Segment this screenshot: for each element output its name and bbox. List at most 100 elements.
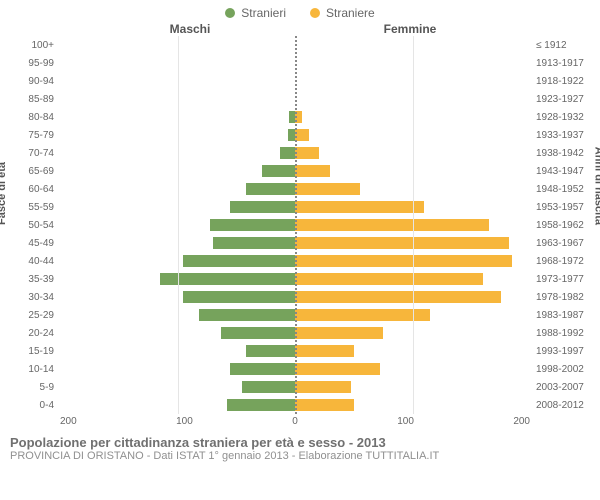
gridline xyxy=(413,36,414,414)
male-bar xyxy=(210,219,295,232)
y-axis-title-right: Anni di nascita xyxy=(592,147,600,225)
birth-year-label: 1938-1942 xyxy=(530,148,584,159)
plot: 100+≤ 191295-991913-191790-941918-192285… xyxy=(60,36,530,414)
birth-year-label: 1913-1917 xyxy=(530,58,584,69)
age-label: 65-69 xyxy=(28,166,60,177)
header-left: Maschi xyxy=(80,22,300,36)
female-bar xyxy=(295,363,380,376)
age-label: 5-9 xyxy=(40,382,60,393)
birth-year-label: 1918-1922 xyxy=(530,76,584,87)
birth-year-label: 1923-1927 xyxy=(530,94,584,105)
age-label: 30-34 xyxy=(28,292,60,303)
male-bar xyxy=(262,165,295,178)
birth-year-label: 1983-1987 xyxy=(530,310,584,321)
male-bar xyxy=(221,327,295,340)
x-tick: 200 xyxy=(513,416,530,427)
age-label: 20-24 xyxy=(28,328,60,339)
female-bar xyxy=(295,201,424,214)
age-label: 50-54 xyxy=(28,220,60,231)
birth-year-label: 1943-1947 xyxy=(530,166,584,177)
male-bar xyxy=(280,147,295,160)
male-bar xyxy=(288,129,295,142)
birth-year-label: 1993-1997 xyxy=(530,346,584,357)
gridline xyxy=(178,36,179,414)
age-label: 40-44 xyxy=(28,256,60,267)
legend-label-male: Stranieri xyxy=(241,6,286,20)
age-label: 70-74 xyxy=(28,148,60,159)
legend-swatch-male xyxy=(225,8,235,18)
birth-year-label: 1978-1982 xyxy=(530,292,584,303)
male-bar xyxy=(230,363,295,376)
column-headers: Maschi Femmine xyxy=(0,20,600,36)
female-bar xyxy=(295,255,512,268)
birth-year-label: 1973-1977 xyxy=(530,274,584,285)
age-label: 10-14 xyxy=(28,364,60,375)
footer: Popolazione per cittadinanza straniera p… xyxy=(0,427,600,462)
age-label: 25-29 xyxy=(28,310,60,321)
female-bar xyxy=(295,399,354,412)
age-label: 90-94 xyxy=(28,76,60,87)
birth-year-label: 1998-2002 xyxy=(530,364,584,375)
age-label: 100+ xyxy=(31,40,60,51)
birth-year-label: 1958-1962 xyxy=(530,220,584,231)
header-right: Femmine xyxy=(300,22,520,36)
birth-year-label: 1968-1972 xyxy=(530,256,584,267)
female-bar xyxy=(295,345,354,358)
legend-item-male: Stranieri xyxy=(225,6,286,20)
age-label: 55-59 xyxy=(28,202,60,213)
x-tick: 0 xyxy=(292,416,298,427)
age-label: 95-99 xyxy=(28,58,60,69)
female-bar xyxy=(295,219,489,232)
birth-year-label: 1933-1937 xyxy=(530,130,584,141)
female-bar xyxy=(295,237,509,250)
age-label: 60-64 xyxy=(28,184,60,195)
x-axis: 200 100 0 100 200 xyxy=(0,414,600,427)
female-bar xyxy=(295,147,319,160)
birth-year-label: 1988-1992 xyxy=(530,328,584,339)
male-bar xyxy=(213,237,295,250)
female-bar xyxy=(295,165,330,178)
female-bar xyxy=(295,273,483,286)
footer-title: Popolazione per cittadinanza straniera p… xyxy=(10,435,590,450)
chart-area: Fasce di età Anni di nascita 100+≤ 19129… xyxy=(0,36,600,414)
birth-year-label: ≤ 1912 xyxy=(530,40,567,51)
age-label: 0-4 xyxy=(40,400,60,411)
male-bar xyxy=(246,183,295,196)
x-tick: 200 xyxy=(60,416,77,427)
female-bar xyxy=(295,327,383,340)
x-tick: 100 xyxy=(176,416,193,427)
birth-year-label: 1948-1952 xyxy=(530,184,584,195)
female-bar xyxy=(295,381,351,394)
male-bar xyxy=(246,345,295,358)
age-label: 75-79 xyxy=(28,130,60,141)
center-axis xyxy=(295,36,297,414)
birth-year-label: 2003-2007 xyxy=(530,382,584,393)
age-label: 15-19 xyxy=(28,346,60,357)
age-label: 80-84 xyxy=(28,112,60,123)
male-bar xyxy=(183,291,295,304)
age-label: 45-49 xyxy=(28,238,60,249)
male-bar xyxy=(230,201,295,214)
footer-subtitle: PROVINCIA DI ORISTANO - Dati ISTAT 1° ge… xyxy=(10,450,590,462)
male-bar xyxy=(227,399,295,412)
legend: Stranieri Straniere xyxy=(0,0,600,20)
y-axis-title-left: Fasce di età xyxy=(0,162,8,225)
female-bar xyxy=(295,309,430,322)
legend-label-female: Straniere xyxy=(326,6,375,20)
legend-swatch-female xyxy=(310,8,320,18)
male-bar xyxy=(242,381,295,394)
age-label: 35-39 xyxy=(28,274,60,285)
x-tick: 100 xyxy=(397,416,414,427)
legend-item-female: Straniere xyxy=(310,6,375,20)
male-bar xyxy=(199,309,295,322)
female-bar xyxy=(295,183,360,196)
birth-year-label: 2008-2012 xyxy=(530,400,584,411)
birth-year-label: 1963-1967 xyxy=(530,238,584,249)
female-bar xyxy=(295,291,501,304)
male-bar xyxy=(183,255,295,268)
male-bar xyxy=(160,273,295,286)
birth-year-label: 1953-1957 xyxy=(530,202,584,213)
age-label: 85-89 xyxy=(28,94,60,105)
female-bar xyxy=(295,129,309,142)
birth-year-label: 1928-1932 xyxy=(530,112,584,123)
